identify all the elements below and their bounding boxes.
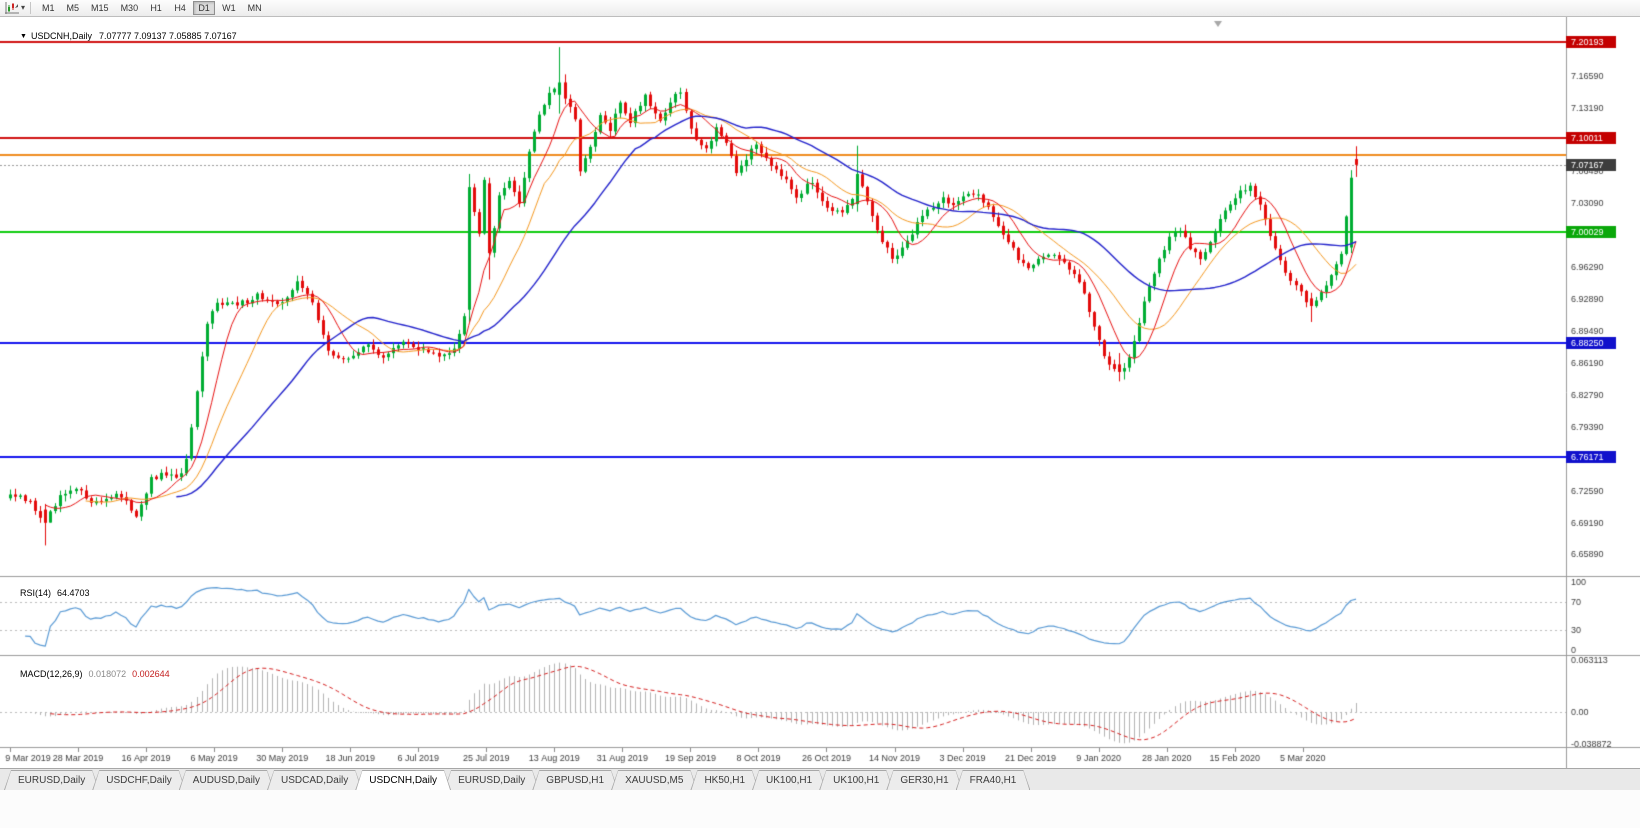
chart-tab-label: USDCAD,Daily (268, 771, 361, 790)
chart-tab-usdchf-daily[interactable]: USDCHF,Daily (92, 770, 186, 790)
chart-tab-xauusd-m5[interactable]: XAUUSD,M5 (611, 770, 697, 790)
chart-tab-label: XAUUSD,M5 (612, 771, 696, 790)
chart-tab-usdcnh-daily[interactable]: USDCNH,Daily (355, 770, 451, 790)
chart-tab-eurusd-daily[interactable]: EURUSD,Daily (444, 770, 539, 790)
timeframe-button-mn[interactable]: MN (247, 3, 262, 13)
price-chart-canvas[interactable] (0, 17, 1640, 768)
toolbar: ▾ M1 M5 M15 M30 H1 H4 D1 W1 MN (0, 0, 1640, 17)
toolbar-separator (30, 2, 32, 14)
timeframe-button-h4[interactable]: H4 (174, 3, 186, 13)
chart-tab-label: GER30,H1 (887, 771, 961, 790)
chart-tab-usdcad-daily[interactable]: USDCAD,Daily (267, 770, 362, 790)
chart-tab-label: UK100,H1 (753, 771, 825, 790)
timeframe-button-h1[interactable]: H1 (150, 3, 162, 13)
chart-tab-gbpusd-h1[interactable]: GBPUSD,H1 (532, 770, 618, 790)
chart-tab-bar: EURUSD,Daily USDCHF,Daily AUDUSD,Daily USDC… (0, 768, 1640, 790)
timeframe-button-m1[interactable]: M1 (42, 3, 55, 13)
chart-tab-label: HK50,H1 (691, 771, 758, 790)
chart-tab-label: UK100,H1 (820, 771, 892, 790)
timeframe-button-group: M1 M5 M15 M30 H1 H4 D1 W1 MN (36, 0, 268, 17)
chart-tab-label: EURUSD,Daily (5, 771, 98, 790)
chart-tab-fra40-h1[interactable]: FRA40,H1 (956, 770, 1031, 790)
chart-tab-label: FRA40,H1 (957, 771, 1030, 790)
candlestick-chart-icon (5, 2, 19, 14)
chart-tab-audusd-daily[interactable]: AUDUSD,Daily (179, 770, 274, 790)
timeframe-button-m15[interactable]: M15 (91, 3, 109, 13)
chart-tab-uk100-h1[interactable]: UK100,H1 (819, 770, 893, 790)
timeframe-button-d1[interactable]: D1 (193, 1, 216, 15)
chart-tab-hk50-h1[interactable]: HK50,H1 (690, 770, 759, 790)
status-area (0, 790, 1640, 828)
chart-shortcut-dropdown-icon[interactable]: ▾ (21, 3, 26, 12)
chart-tab-ger30-h1[interactable]: GER30,H1 (886, 770, 962, 790)
chart-tab-label: EURUSD,Daily (445, 771, 538, 790)
chart-tab-label: AUDUSD,Daily (180, 771, 273, 790)
timeframe-button-m5[interactable]: M5 (66, 3, 80, 13)
chart-tab-uk100-h1[interactable]: UK100,H1 (752, 770, 826, 790)
collapse-indicator-icon[interactable]: ▼ (20, 33, 27, 40)
timeframe-button-w1[interactable]: W1 (222, 3, 236, 13)
chart-area: ▼ USDCNH,Daily 7.07777 7.09137 7.05885 7.0… (0, 17, 1640, 768)
chart-tab-eurusd-daily[interactable]: EURUSD,Daily (4, 770, 99, 790)
timeframe-button-m30[interactable]: M30 (120, 3, 139, 13)
chart-tab-label: USDCNH,Daily (356, 771, 450, 790)
chart-tab-label: GBPUSD,H1 (533, 771, 617, 790)
chart-tab-label: USDCHF,Daily (93, 771, 185, 790)
chart-shortcut-icon[interactable] (4, 2, 20, 15)
